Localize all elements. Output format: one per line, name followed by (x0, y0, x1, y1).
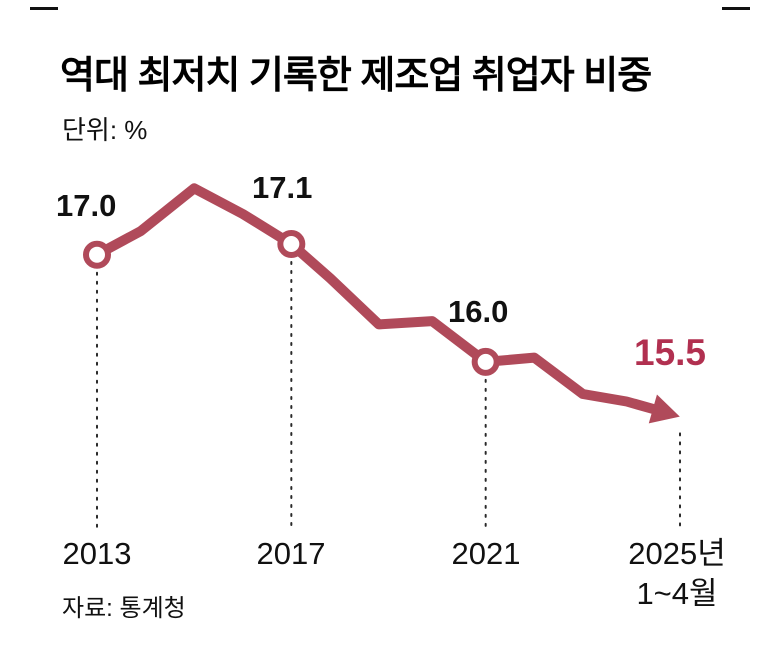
value-label-2021: 16.0 (448, 294, 509, 329)
data-point-marker (277, 230, 306, 258)
arrowhead (648, 394, 680, 424)
x-tick-2025-main: 2025년 (628, 536, 726, 571)
data-point-marker (471, 347, 500, 376)
x-tick-2013: 2013 (62, 536, 132, 571)
data-point-marker (83, 240, 111, 269)
value-label-2025: 15.5 (634, 332, 707, 373)
x-tick-2017: 2017 (256, 536, 326, 571)
trend-line (92, 183, 666, 417)
unit-label: 단위: % (62, 115, 148, 145)
x-tick-2025-sub: 1~4월 (636, 576, 718, 612)
x-tick-2025: 2025년 1~4월 (628, 534, 725, 615)
value-label-2013: 17.0 (56, 188, 117, 223)
top-right-rule (722, 7, 750, 10)
x-tick-2021: 2021 (451, 536, 521, 571)
chart-title: 역대 최저치 기록한 제조업 취업자 비중 (60, 55, 652, 97)
source-label: 자료: 통계청 (62, 595, 186, 622)
top-left-rule (30, 7, 58, 10)
value-label-2017: 17.1 (252, 170, 313, 205)
